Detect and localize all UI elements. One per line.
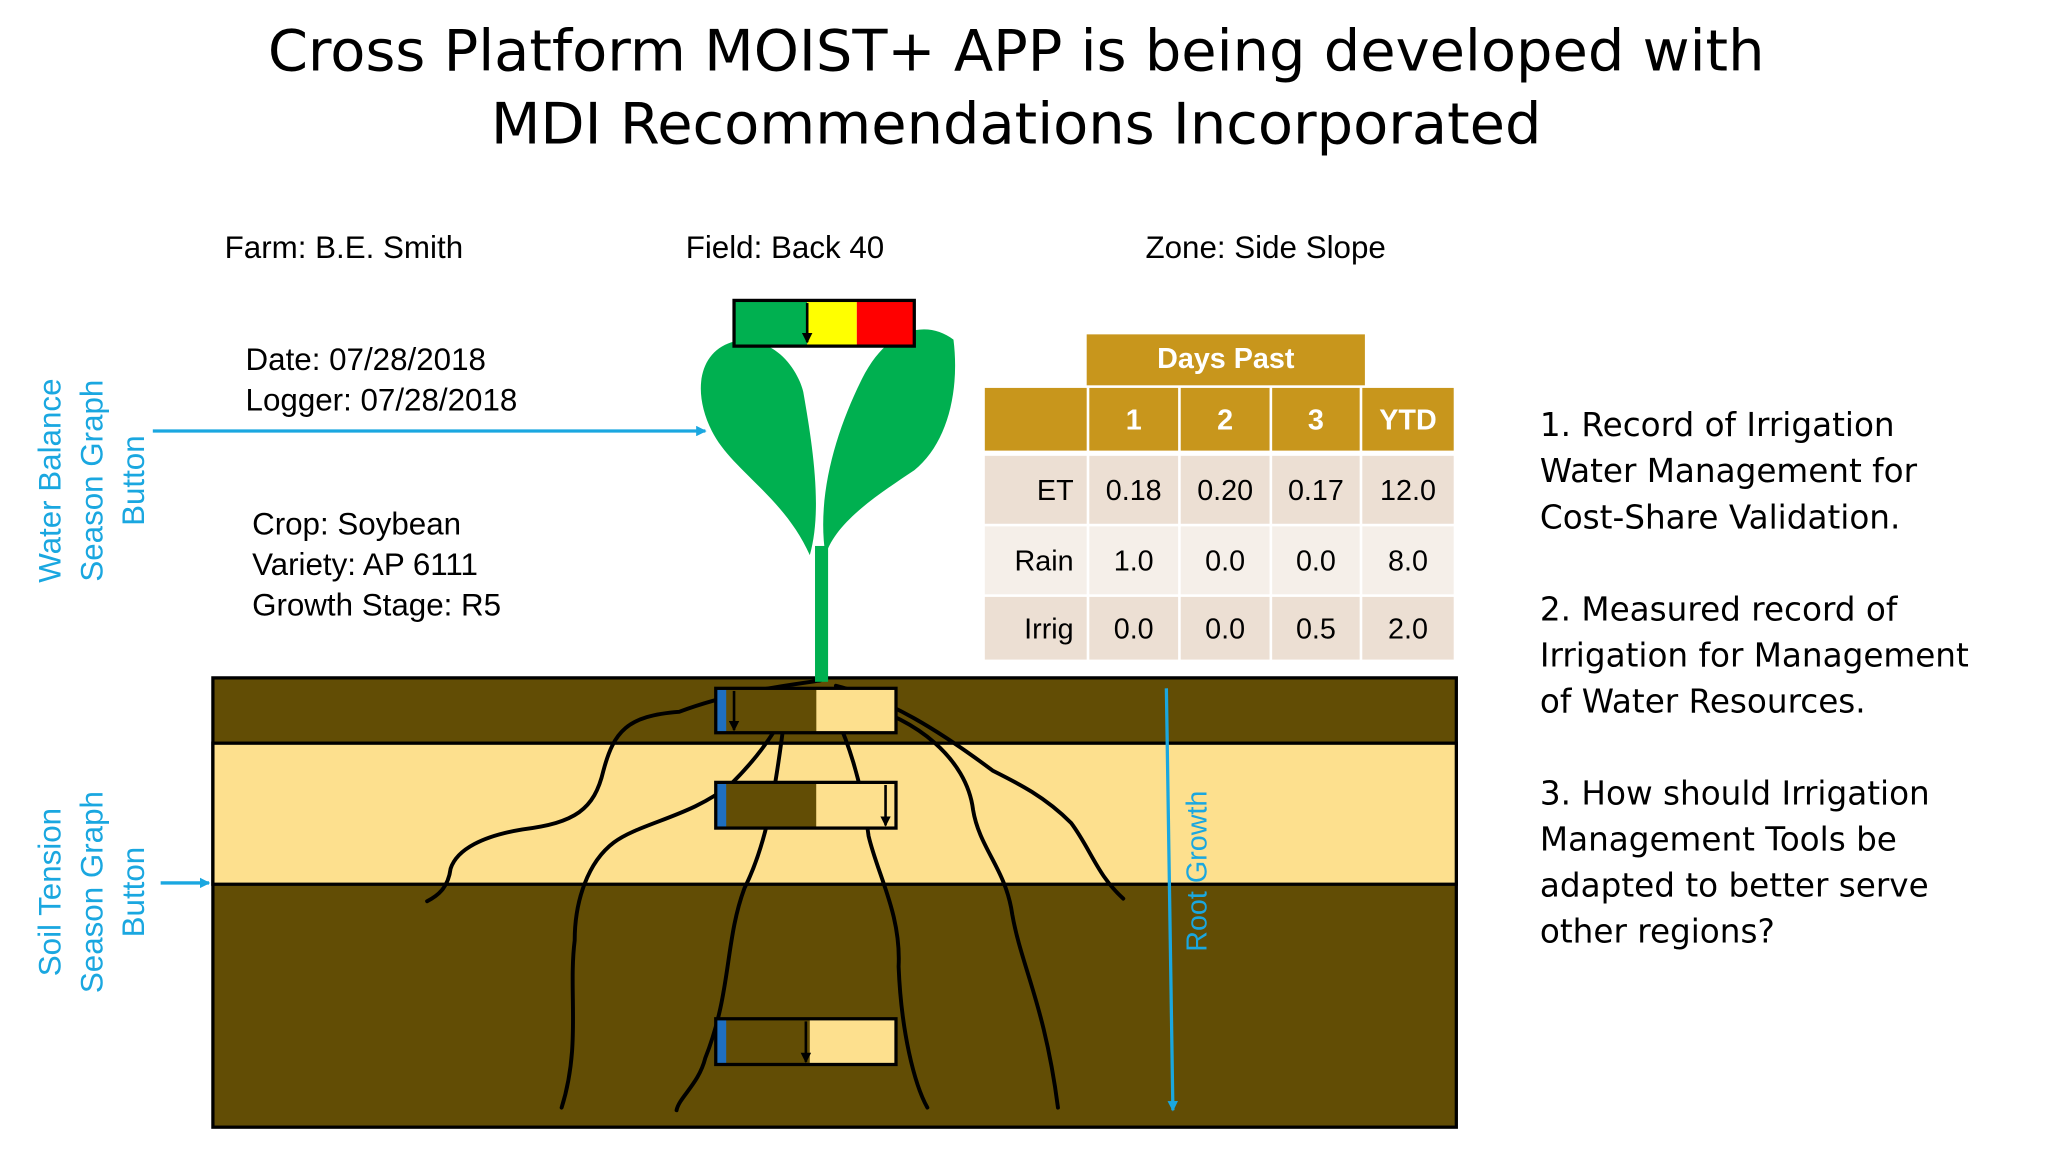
sensor-gauge bbox=[714, 1017, 898, 1067]
table-header-cell bbox=[1272, 387, 1360, 451]
note-line: adapted to better serve bbox=[1540, 867, 1929, 905]
title-line: Cross Platform MOIST+ APP is being devel… bbox=[268, 17, 1765, 84]
sensor-gauge bbox=[714, 780, 898, 830]
table-column-header: YTD bbox=[1379, 404, 1436, 436]
table-cell-value: 8.0 bbox=[1388, 546, 1428, 578]
button-label: Season Graph bbox=[74, 380, 109, 582]
note-line: Water Management for bbox=[1540, 452, 1918, 490]
table-group-header: Days Past bbox=[1157, 343, 1295, 375]
table-column-header: 3 bbox=[1308, 404, 1324, 436]
note-line: Irrigation for Management bbox=[1540, 636, 1969, 674]
soil-tension-button[interactable]: Soil Tension Season Graph Button bbox=[33, 791, 152, 993]
root-growth-arrow bbox=[1164, 688, 1178, 1112]
table-cell bbox=[1180, 596, 1270, 660]
note-line: 1. Record of Irrigation bbox=[1540, 406, 1895, 444]
table-cell-value: 12.0 bbox=[1380, 475, 1436, 507]
table-row-label: Rain bbox=[1015, 546, 1074, 578]
table-cell bbox=[984, 455, 1087, 524]
stem bbox=[815, 545, 829, 682]
leaf bbox=[823, 329, 956, 556]
table-cell-value: 0.18 bbox=[1106, 475, 1162, 507]
button-label: Button bbox=[116, 435, 151, 526]
growth-stage: Growth Stage: R5 bbox=[252, 588, 501, 623]
note-line: Cost-Share Validation. bbox=[1540, 498, 1900, 536]
logger: Logger: 07/28/2018 bbox=[246, 383, 518, 418]
table-cell-value: 0.0 bbox=[1205, 546, 1245, 578]
table-header-cell bbox=[1086, 334, 1365, 386]
table-column-header: 1 bbox=[1126, 404, 1142, 436]
table-cell-value: 0.0 bbox=[1296, 546, 1336, 578]
farm: Farm: B.E. Smith bbox=[225, 230, 463, 265]
note-line: 3. How should Irrigation bbox=[1540, 774, 1930, 812]
button-label: Button bbox=[116, 847, 151, 938]
field: Field: Back 40 bbox=[686, 230, 885, 265]
table-header-cell bbox=[1089, 387, 1179, 451]
water-balance-button[interactable]: Water Balance Season Graph Button bbox=[33, 378, 152, 582]
button-label: Soil Tension bbox=[33, 808, 68, 976]
table-cell bbox=[1180, 526, 1270, 595]
notes: 1. Record of Irrigation Water Management … bbox=[1540, 406, 1969, 951]
variety: Variety: AP 6111 bbox=[252, 547, 478, 582]
sensor-gauge bbox=[714, 686, 898, 735]
table-cell bbox=[1089, 596, 1179, 660]
plant-gauge bbox=[732, 298, 916, 348]
table-column-header: 2 bbox=[1217, 404, 1233, 436]
days-past-table: Days Past 1 2 3 YTD ET 0.18 0.20 0.17 12.0 Rain 1.0… bbox=[984, 334, 1454, 660]
table-cell-value: 2.0 bbox=[1388, 613, 1428, 645]
crop: Crop: Soybean bbox=[252, 507, 461, 542]
table-header-cell bbox=[1362, 387, 1454, 451]
table-cell-value: 1.0 bbox=[1114, 546, 1154, 578]
table-cell bbox=[1089, 455, 1179, 524]
title-line: MDI Recommendations Incorporated bbox=[491, 91, 1542, 158]
date: Date: 07/28/2018 bbox=[246, 342, 486, 377]
button-label: Water Balance bbox=[33, 378, 68, 582]
table-cell bbox=[1362, 596, 1454, 660]
table-cell-value: 0.0 bbox=[1114, 613, 1154, 645]
table-cell bbox=[1272, 526, 1360, 595]
table-row-label: ET bbox=[1037, 475, 1074, 507]
plant bbox=[700, 329, 956, 682]
note-line: 2. Measured record of bbox=[1540, 590, 1899, 628]
table-cell-value: 0.17 bbox=[1288, 475, 1344, 507]
note-line: other regions? bbox=[1540, 913, 1775, 951]
root-growth-label: Root Growth bbox=[1182, 791, 1214, 952]
table-cell bbox=[984, 526, 1087, 595]
table-cell bbox=[1362, 455, 1454, 524]
leaf bbox=[700, 340, 816, 556]
note-line: of Water Resources. bbox=[1540, 682, 1866, 720]
table-cell-value: 0.5 bbox=[1296, 613, 1336, 645]
table-cell-value: 0.20 bbox=[1197, 475, 1253, 507]
note-line: Management Tools be bbox=[1540, 821, 1897, 859]
button-label: Season Graph bbox=[74, 791, 109, 993]
table-header-cell bbox=[984, 387, 1087, 451]
table-cell bbox=[1089, 526, 1179, 595]
table-cell bbox=[1180, 455, 1270, 524]
table-cell bbox=[1272, 455, 1360, 524]
table-cell bbox=[984, 596, 1087, 660]
zone: Zone: Side Slope bbox=[1145, 230, 1385, 265]
table-cell-value: 0.0 bbox=[1205, 613, 1245, 645]
table-header-cell bbox=[1180, 387, 1270, 451]
table-row-label: Irrig bbox=[1024, 613, 1073, 645]
table-cell bbox=[1362, 526, 1454, 595]
table-cell bbox=[1272, 596, 1360, 660]
